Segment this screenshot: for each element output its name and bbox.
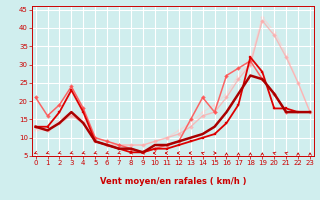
X-axis label: Vent moyen/en rafales ( km/h ): Vent moyen/en rafales ( km/h ) bbox=[100, 177, 246, 186]
